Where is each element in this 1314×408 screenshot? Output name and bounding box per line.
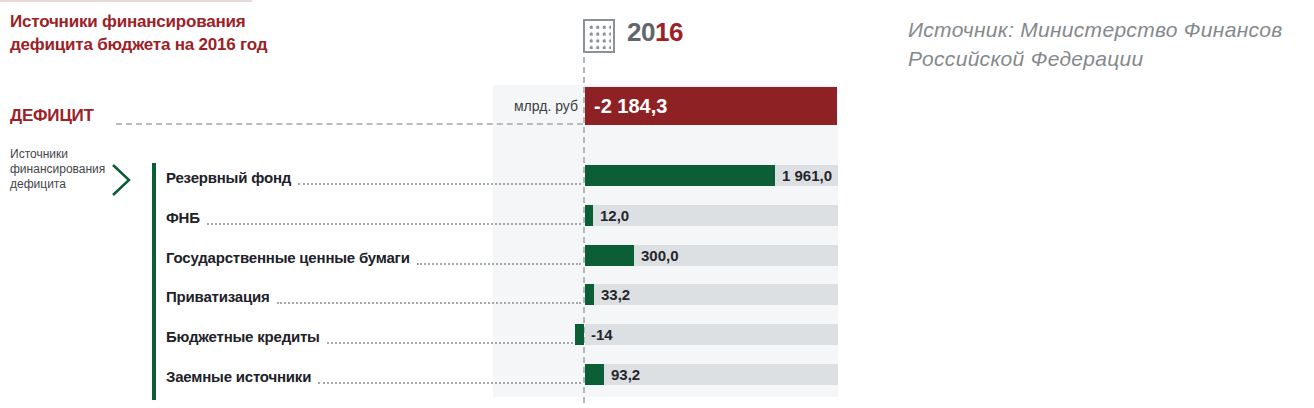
top-crop-artifact xyxy=(0,0,252,2)
value-label: 300,0 xyxy=(641,245,679,266)
bar-track: 12,0 xyxy=(585,205,838,226)
year-prefix: 20 xyxy=(627,17,655,47)
source-label: Резервный фонд xyxy=(166,170,291,185)
bar-track: 300,0 xyxy=(585,245,838,266)
chart-panel-background xyxy=(493,85,838,397)
source-row-label-wrap: Заемные источники xyxy=(166,364,583,385)
bar-track: -14 xyxy=(585,324,838,345)
leader-dots xyxy=(277,302,582,304)
source-row-label-wrap: Государственные ценные бумаги xyxy=(166,245,583,266)
deficit-leader-line xyxy=(116,123,583,125)
source-label: Заемные источники xyxy=(166,369,311,384)
source-row-label-wrap: Бюджетные кредиты xyxy=(166,324,583,345)
budget-deficit-infographic: Источники финансирования дефицита бюджет… xyxy=(0,0,1314,408)
source-label: Приватизация xyxy=(166,289,270,304)
year-suffix: 16 xyxy=(655,17,683,47)
unit-label: млрд. руб xyxy=(488,98,578,114)
value-bar xyxy=(585,205,593,226)
value-bar xyxy=(585,364,604,385)
source-label: Бюджетные кредиты xyxy=(166,329,320,344)
calendar-dots xyxy=(589,25,611,49)
source-row-label-wrap: Приватизация xyxy=(166,284,583,305)
value-label: 12,0 xyxy=(600,205,629,226)
value-label: 93,2 xyxy=(611,364,640,385)
source-row-label-wrap: Резервный фонд xyxy=(166,165,583,186)
leader-dots xyxy=(327,342,581,344)
deficit-value: -2 184,3 xyxy=(594,95,667,117)
deficit-bar: -2 184,3 xyxy=(585,87,837,125)
year-badge: 2016 xyxy=(627,17,683,48)
source-attribution: Источник: Министерство Финансов Российск… xyxy=(908,15,1310,73)
source-label: Государственные ценные бумаги xyxy=(166,250,410,265)
leader-dots xyxy=(298,183,581,185)
value-bar xyxy=(585,284,594,305)
value-bar xyxy=(585,245,634,266)
source-row-label-wrap: ФНБ xyxy=(166,205,583,226)
chart-title: Источники финансирования дефицита бюджет… xyxy=(10,10,350,56)
deficit-label: ДЕФИЦИТ xyxy=(10,106,94,126)
value-label: -14 xyxy=(591,324,613,345)
calendar-icon xyxy=(583,19,615,53)
group-bracket-line xyxy=(152,163,156,400)
value-label: 1 961,0 xyxy=(782,165,832,186)
leader-dots xyxy=(417,263,581,265)
leader-dots xyxy=(318,382,581,384)
leader-dots xyxy=(207,223,581,225)
value-bar xyxy=(585,165,775,186)
bar-track: 93,2 xyxy=(585,364,838,385)
bar-track: 33,2 xyxy=(585,284,838,305)
bar-track: 1 961,0 xyxy=(585,165,838,186)
chevron-right-icon xyxy=(111,162,133,198)
source-label: ФНБ xyxy=(166,210,200,225)
value-label: 33,2 xyxy=(601,284,630,305)
value-bar xyxy=(575,324,584,345)
